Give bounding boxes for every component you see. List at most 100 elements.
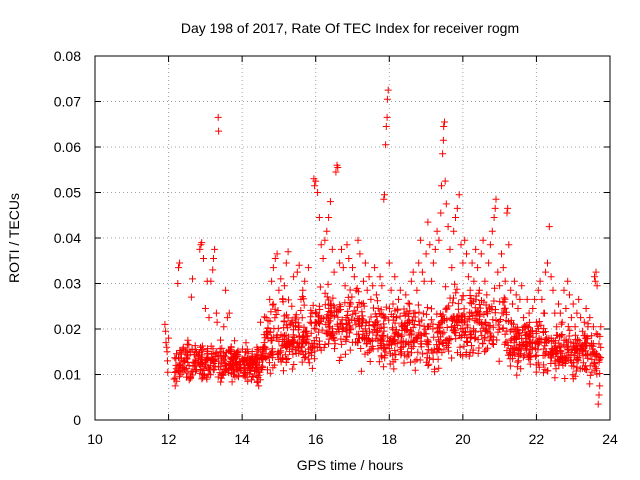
data-point [280,282,288,290]
data-point [478,297,485,304]
data-point [366,347,374,355]
data-point [254,364,262,372]
data-point [440,328,448,336]
data-point [557,347,565,355]
data-point [487,332,494,340]
data-point [173,377,181,385]
data-point [466,292,474,299]
data-point [517,345,525,353]
data-point [317,317,325,325]
data-point [504,318,512,326]
data-point [312,177,320,185]
data-point [313,343,321,351]
data-point [386,305,393,313]
data-point [256,368,264,376]
data-point [569,371,577,379]
data-point [553,323,561,331]
data-point [567,314,575,322]
data-point [249,354,257,362]
data-point [218,359,226,367]
data-point [443,324,451,331]
data-point [362,319,370,327]
data-point [409,268,417,276]
data-point [298,342,306,350]
data-point [279,332,287,340]
data-point [331,345,338,353]
data-point [321,289,329,297]
axis-ticks [94,55,611,421]
data-point [185,341,193,349]
data-point [514,357,522,365]
data-point [533,337,541,345]
data-point [267,337,275,345]
data-point [183,354,191,362]
data-point [446,245,454,253]
data-point [279,355,287,363]
data-point [162,327,170,335]
x-tick-label: 14 [234,431,250,447]
data-point [424,346,432,354]
data-point [239,371,247,379]
data-point [437,333,444,341]
data-point [334,164,342,171]
data-point [264,324,272,332]
data-point [266,295,274,303]
data-point [335,357,343,364]
data-point [376,273,384,281]
data-point [574,357,582,365]
data-point [323,227,331,235]
data-point [268,345,276,353]
data-point [568,345,576,353]
data-point [508,319,515,327]
data-point [358,334,366,342]
data-point [300,354,308,362]
data-point [492,317,500,324]
data-point [453,318,461,326]
data-point [448,315,456,323]
data-point [556,333,563,341]
data-point [357,367,365,375]
data-point [577,314,585,322]
data-point [388,341,395,349]
data-point [219,371,227,379]
data-point [290,273,298,281]
data-point [402,291,410,299]
data-point [261,334,269,342]
data-point [455,191,463,199]
data-point [440,123,448,130]
data-point [481,320,489,328]
data-point [337,353,345,361]
data-point [391,330,399,338]
data-point [367,295,375,303]
data-point [215,127,223,135]
data-point [450,324,458,331]
data-point [401,327,409,334]
data-point [175,362,183,370]
data-point [215,363,222,371]
data-point [410,339,418,347]
data-point [275,349,283,357]
data-point [406,307,414,315]
data-point [553,344,561,352]
data-point [371,326,378,333]
data-point [452,289,460,297]
data-point [225,309,233,317]
data-point [361,325,369,333]
data-point [390,365,398,373]
data-point [576,350,584,358]
data-point [190,362,198,370]
data-point [592,330,600,338]
data-point [547,273,555,281]
data-point [501,330,509,338]
data-point [380,363,388,371]
data-point [534,286,542,294]
data-point [541,366,549,374]
data-point [290,361,298,368]
data-point [448,264,456,272]
data-point [282,259,290,267]
data-point [177,355,185,363]
data-point [494,328,502,336]
data-point [173,350,180,358]
data-point [507,286,515,294]
data-point [517,365,525,373]
